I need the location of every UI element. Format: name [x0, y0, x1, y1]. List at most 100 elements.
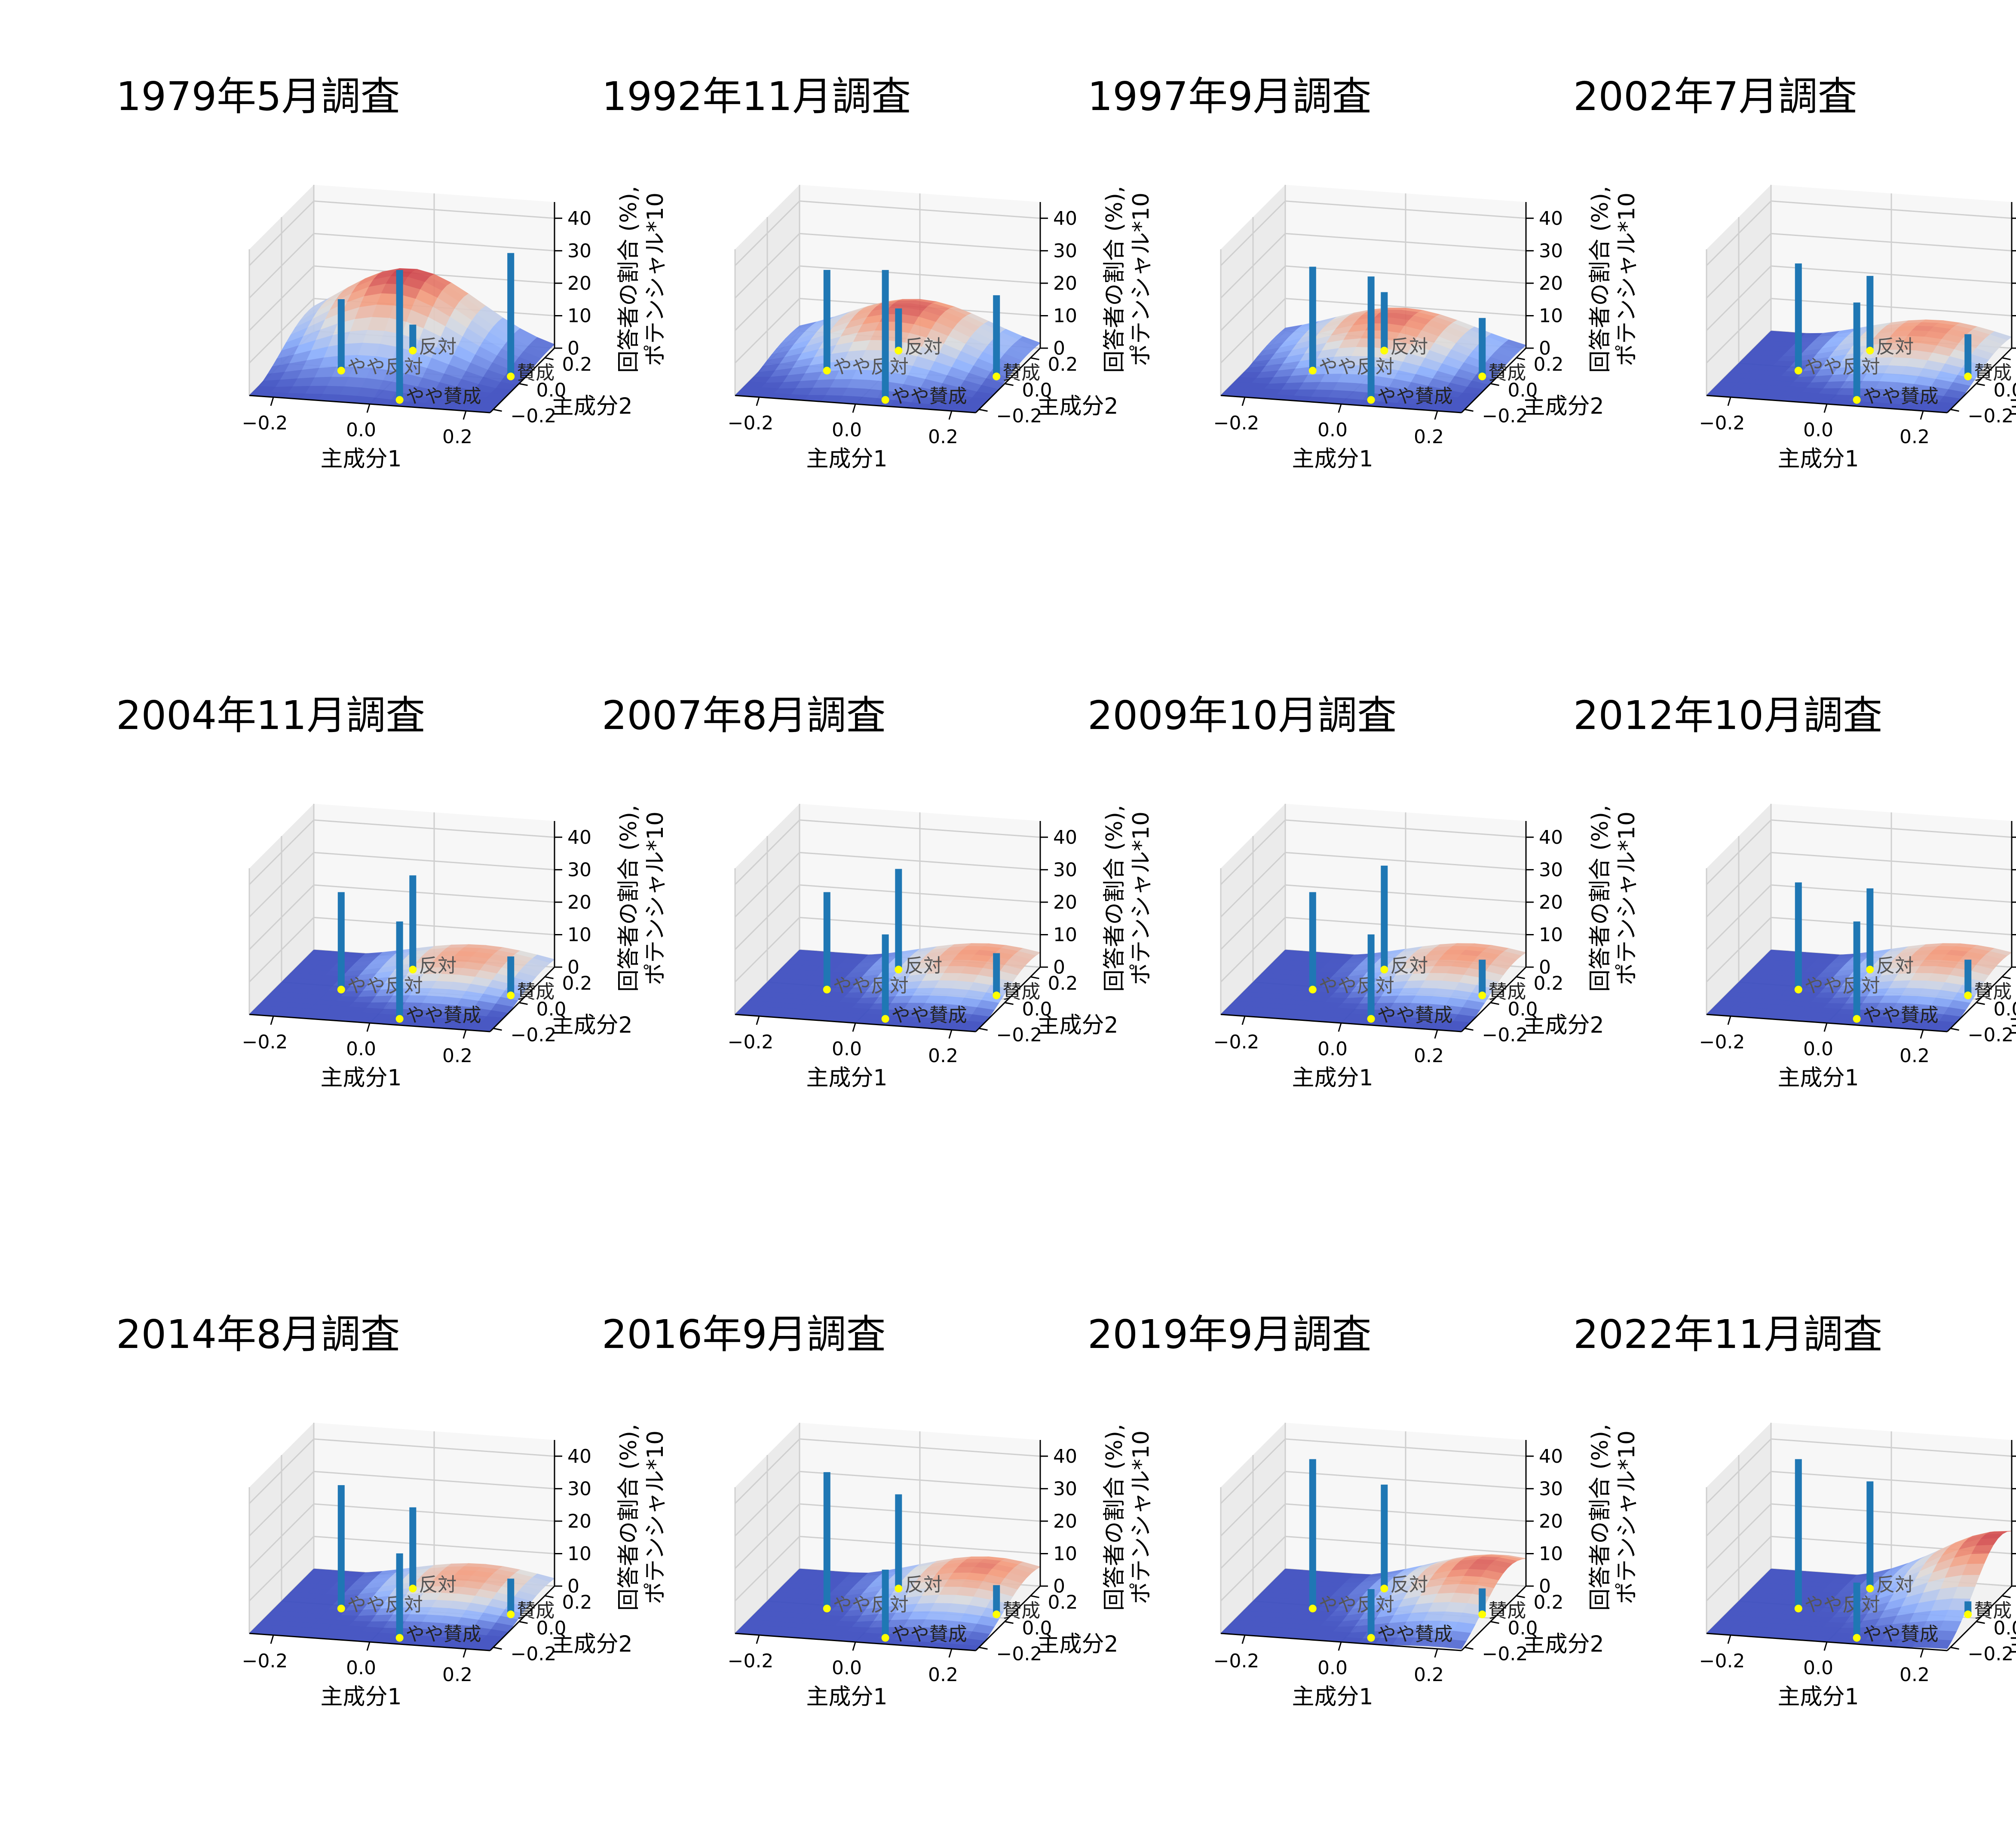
category-label: 反対 — [904, 336, 942, 358]
x-tick — [757, 1635, 759, 1644]
category-label: やや賛成 — [406, 385, 481, 407]
x-tick — [757, 397, 759, 406]
category-marker — [895, 347, 902, 355]
y-tick — [1491, 384, 1499, 386]
category-label: 反対 — [419, 1574, 457, 1596]
x-tick-label: 0.0 — [1803, 1038, 1833, 1060]
x-tick — [949, 411, 952, 420]
x-tick-label: 0.2 — [928, 1045, 958, 1067]
x-tick — [1824, 1642, 1827, 1651]
y-tick — [545, 358, 554, 360]
category-label: やや反対 — [1805, 356, 1880, 378]
category-marker — [1853, 396, 1861, 404]
y-tick — [1465, 1029, 1474, 1030]
x-tick — [367, 404, 370, 413]
y-tick — [2002, 358, 2011, 360]
z-tick-label: 20 — [1053, 891, 1077, 913]
x-tick — [463, 1030, 466, 1038]
x-tick-label: 0.2 — [1414, 1045, 1444, 1067]
x-tick-label: 0.0 — [832, 1657, 862, 1679]
category-marker — [1478, 992, 1486, 999]
z-tick-label: 0 — [1539, 337, 1551, 359]
z-tick-label: 40 — [1539, 1446, 1563, 1467]
category-marker — [895, 966, 902, 974]
y-tick — [2002, 977, 2011, 979]
x-tick — [949, 1030, 952, 1038]
y-tick — [1951, 410, 1959, 411]
category-label: やや反対 — [1319, 1594, 1394, 1616]
x-axis-label: 主成分1 — [1777, 1065, 1859, 1091]
x-tick-label: 0.0 — [832, 419, 862, 441]
y-tick-label: −0.2 — [996, 405, 1042, 427]
x-tick-label: −0.2 — [1213, 1031, 1259, 1053]
category-marker — [1380, 1585, 1388, 1593]
y-tick — [1517, 1596, 1525, 1598]
category-label: やや賛成 — [406, 1623, 481, 1645]
z-tick-label: 40 — [567, 827, 591, 848]
y-tick-label: −0.2 — [1968, 1643, 2014, 1665]
category-label: やや反対 — [1319, 356, 1394, 378]
x-axis-label: 主成分1 — [806, 1065, 887, 1091]
z-tick-label: 40 — [1539, 827, 1563, 848]
z-tick-label: 30 — [567, 859, 591, 881]
y-tick — [545, 1596, 554, 1598]
category-label: やや賛成 — [1377, 385, 1453, 407]
category-marker — [507, 373, 515, 380]
x-tick — [853, 1642, 855, 1651]
z-tick-label: 0 — [567, 956, 579, 978]
category-label: やや反対 — [833, 975, 909, 997]
x-tick-label: 0.2 — [1900, 1664, 1930, 1686]
category-label: 反対 — [419, 336, 457, 358]
category-label: やや賛成 — [1863, 1623, 1939, 1645]
category-label: やや反対 — [1319, 975, 1394, 997]
x-tick — [1824, 404, 1827, 413]
y-tick — [1976, 1003, 1985, 1005]
z-tick-label: 20 — [567, 273, 591, 294]
z-tick-label: 30 — [1053, 240, 1077, 262]
y-tick — [1951, 1648, 1959, 1649]
category-marker — [1309, 986, 1317, 993]
y-tick-label: −0.2 — [511, 1024, 557, 1046]
x-tick-label: −0.2 — [728, 1650, 774, 1672]
category-label: 反対 — [1876, 1574, 1914, 1596]
y-tick — [545, 977, 554, 979]
category-marker — [507, 1611, 515, 1618]
x-tick-label: −0.2 — [1699, 1650, 1745, 1672]
x-tick-label: 0.0 — [1317, 419, 1348, 441]
y-tick — [1517, 977, 1525, 979]
x-axis-label: 主成分1 — [1292, 1065, 1373, 1091]
category-marker — [1795, 1605, 1802, 1612]
category-label: やや賛成 — [892, 385, 967, 407]
category-label: やや賛成 — [892, 1623, 967, 1645]
x-tick — [757, 1016, 759, 1025]
x-tick — [1339, 404, 1341, 413]
x-tick — [1435, 1649, 1437, 1657]
z-tick-label: 10 — [1539, 924, 1563, 946]
chart-3d-axes: 反対賛成やや反対やや賛成−0.20.00.2主成分1−0.20.00.2主成分2… — [1560, 649, 2016, 1225]
x-tick-label: 0.0 — [1317, 1657, 1348, 1679]
category-marker — [337, 1605, 345, 1612]
y-tick-label: −0.2 — [1968, 1024, 2014, 1046]
x-tick-label: −0.2 — [728, 412, 774, 434]
x-tick — [1728, 1635, 1731, 1644]
z-tick-label: 0 — [1539, 1575, 1551, 1597]
y-axis-label: 主成分2 — [2009, 1013, 2016, 1038]
category-label: 反対 — [1876, 336, 1914, 358]
z-tick-label: 20 — [1053, 1510, 1077, 1532]
category-marker — [396, 1015, 404, 1023]
z-tick-label: 40 — [567, 1446, 591, 1467]
x-tick — [1728, 1016, 1731, 1025]
y-axis-label: 主成分2 — [2009, 1632, 2016, 1657]
z-tick-label: 30 — [567, 1478, 591, 1500]
x-tick — [1824, 1023, 1827, 1032]
z-tick-label: 20 — [1053, 273, 1077, 294]
category-label: やや反対 — [833, 356, 909, 378]
